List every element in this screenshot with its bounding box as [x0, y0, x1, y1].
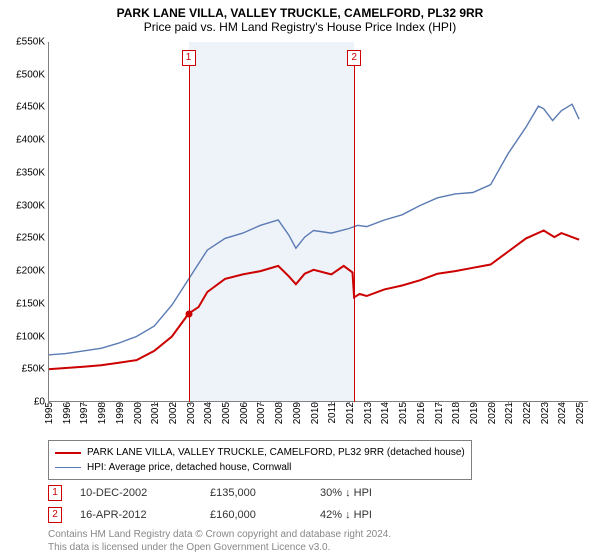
y-tick-label: £250K [16, 233, 48, 244]
x-tick-mark [438, 402, 439, 406]
x-tick-mark [420, 402, 421, 406]
marker-guideline [189, 66, 190, 402]
legend-label: PARK LANE VILLA, VALLEY TRUCKLE, CAMELFO… [87, 445, 465, 460]
sales-table: 1 10-DEC-2002 £135,000 30% ↓ HPI 2 16-AP… [48, 482, 372, 526]
x-tick-mark [243, 402, 244, 406]
x-tick-mark [544, 402, 545, 406]
x-tick-mark [137, 402, 138, 406]
x-tick-mark [526, 402, 527, 406]
x-tick-mark [314, 402, 315, 406]
sale-price: £160,000 [210, 509, 320, 521]
x-tick-mark [119, 402, 120, 406]
legend: PARK LANE VILLA, VALLEY TRUCKLE, CAMELFO… [48, 440, 472, 480]
footer-line: Contains HM Land Registry data © Crown c… [48, 528, 391, 541]
x-tick-mark [508, 402, 509, 406]
footer-line: This data is licensed under the Open Gov… [48, 541, 391, 554]
figure-container: PARK LANE VILLA, VALLEY TRUCKLE, CAMELFO… [0, 0, 600, 560]
legend-row: PARK LANE VILLA, VALLEY TRUCKLE, CAMELFO… [55, 445, 465, 460]
chart-area: £0£50K£100K£150K£200K£250K£300K£350K£400… [48, 42, 588, 402]
x-tick-mark [579, 402, 580, 406]
sale-date: 10-DEC-2002 [80, 487, 210, 499]
x-tick-mark [260, 402, 261, 406]
x-tick-mark [296, 402, 297, 406]
sale-delta: 42% ↓ HPI [320, 509, 372, 521]
table-row: 1 10-DEC-2002 £135,000 30% ↓ HPI [48, 482, 372, 504]
y-tick-label: £300K [16, 200, 48, 211]
x-tick-mark [455, 402, 456, 406]
y-tick-label: £350K [16, 167, 48, 178]
chart-title: PARK LANE VILLA, VALLEY TRUCKLE, CAMELFO… [0, 0, 600, 20]
sale-marker-icon: 2 [48, 507, 62, 523]
x-tick-mark [66, 402, 67, 406]
x-tick-mark [349, 402, 350, 406]
sale-dot-icon [185, 310, 192, 317]
x-tick-mark [83, 402, 84, 406]
x-tick-mark [473, 402, 474, 406]
sale-date: 16-APR-2012 [80, 509, 210, 521]
y-tick-label: £100K [16, 331, 48, 342]
y-tick-label: £450K [16, 102, 48, 113]
marker-guideline [354, 66, 355, 402]
legend-row: HPI: Average price, detached house, Corn… [55, 460, 465, 475]
y-tick-label: £50K [22, 364, 48, 375]
x-tick-mark [561, 402, 562, 406]
x-tick-mark [402, 402, 403, 406]
y-tick-label: £550K [16, 37, 48, 48]
x-tick-mark [225, 402, 226, 406]
sale-marker-icon: 1 [48, 485, 62, 501]
legend-swatch-icon [55, 452, 81, 454]
sale-price: £135,000 [210, 487, 320, 499]
y-tick-label: £150K [16, 298, 48, 309]
x-tick-mark [48, 402, 49, 406]
y-tick-label: £500K [16, 69, 48, 80]
legend-swatch-icon [55, 467, 81, 468]
x-tick-mark [207, 402, 208, 406]
footer-attribution: Contains HM Land Registry data © Crown c… [48, 528, 391, 554]
x-tick-mark [278, 402, 279, 406]
legend-label: HPI: Average price, detached house, Corn… [87, 460, 291, 475]
y-tick-label: £200K [16, 266, 48, 277]
x-tick-mark [154, 402, 155, 406]
x-tick-mark [331, 402, 332, 406]
sale-delta: 30% ↓ HPI [320, 487, 372, 499]
marker-box: 2 [347, 50, 361, 66]
marker-box: 1 [182, 50, 196, 66]
x-tick-mark [101, 402, 102, 406]
table-row: 2 16-APR-2012 £160,000 42% ↓ HPI [48, 504, 372, 526]
x-tick-mark [491, 402, 492, 406]
x-tick-mark [190, 402, 191, 406]
x-tick-mark [367, 402, 368, 406]
chart-subtitle: Price paid vs. HM Land Registry's House … [0, 20, 600, 38]
axis-border [48, 42, 588, 402]
y-tick-label: £400K [16, 135, 48, 146]
x-tick-mark [384, 402, 385, 406]
x-tick-mark [172, 402, 173, 406]
